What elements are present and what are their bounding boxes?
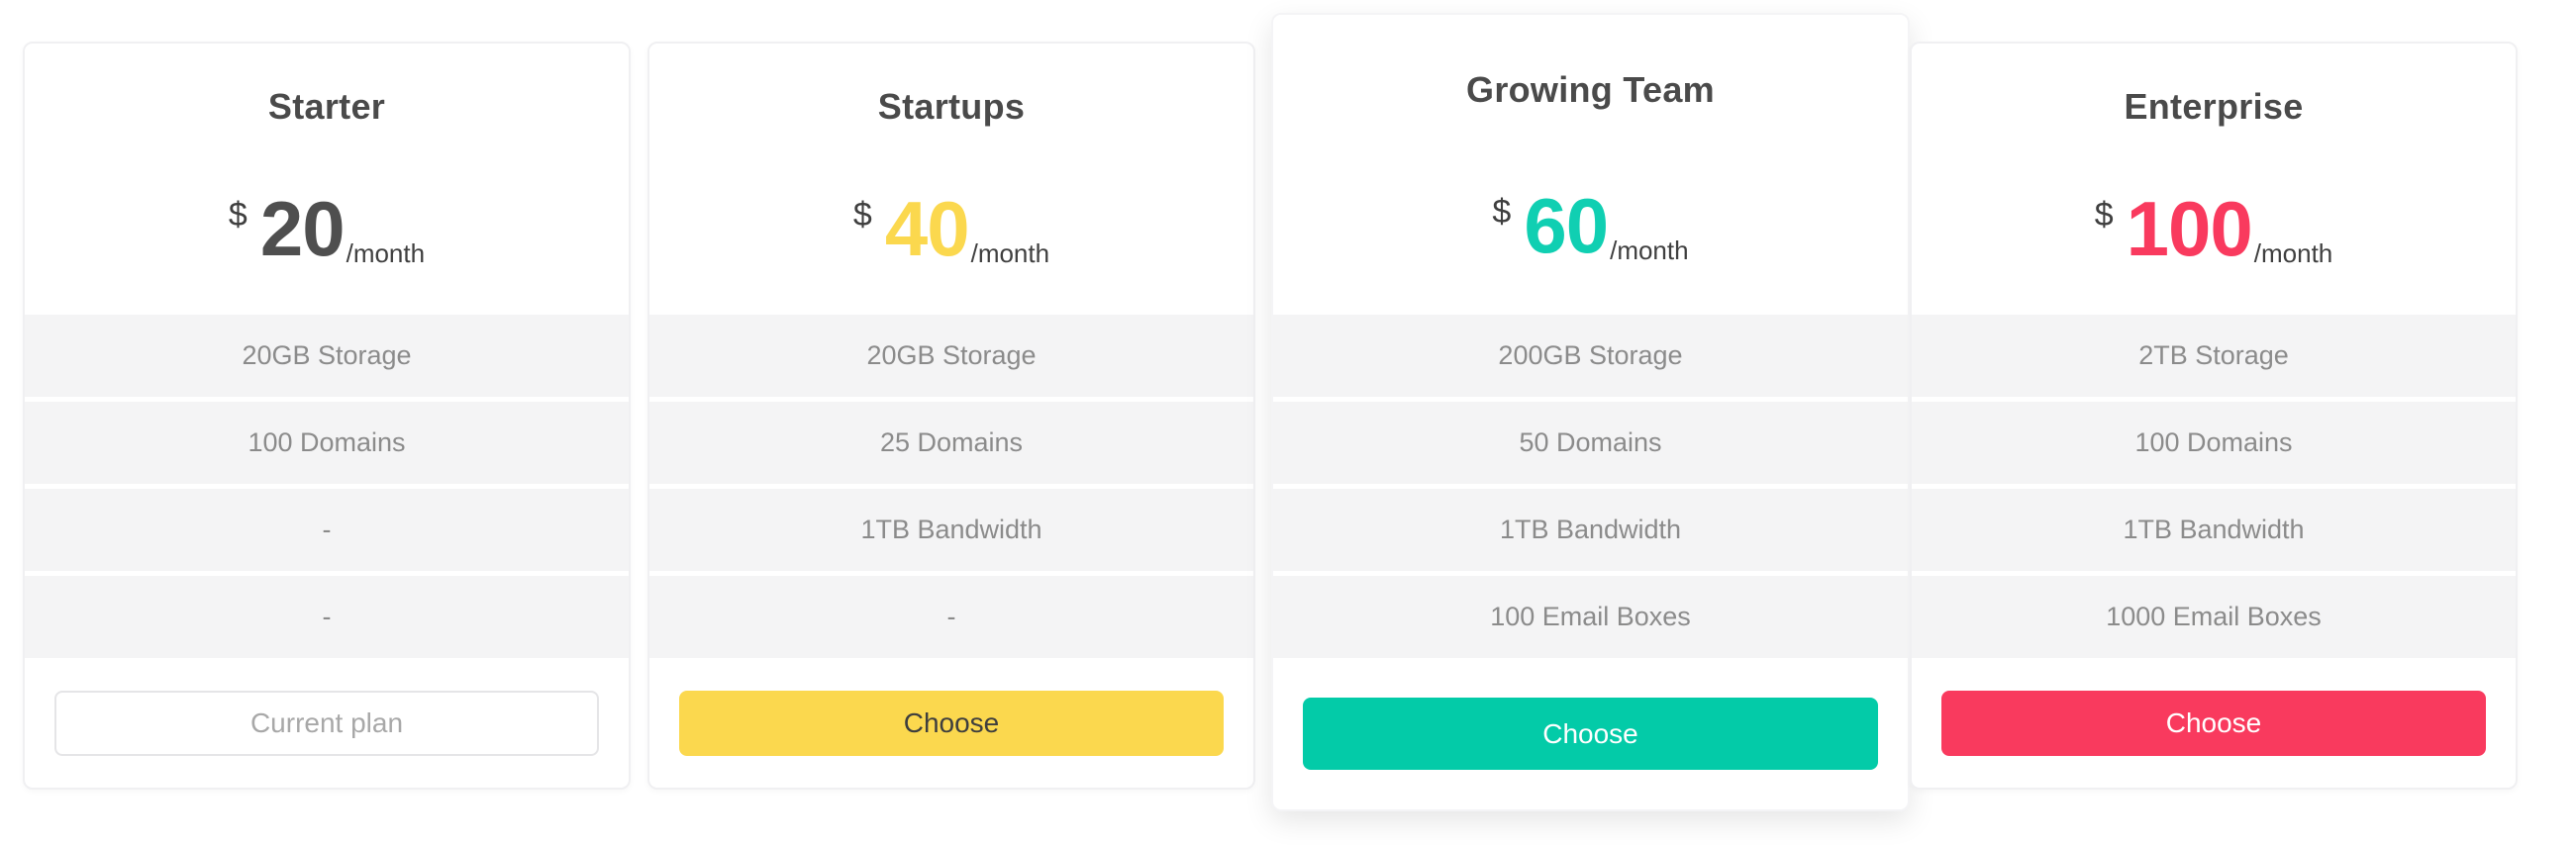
- price-amount: 60: [1524, 182, 1609, 269]
- feature-item: -: [25, 489, 629, 571]
- feature-item: 1000 Email Boxes: [1912, 576, 2516, 658]
- plan-footer: Choose: [1912, 658, 2516, 788]
- currency-symbol: $: [852, 196, 872, 234]
- feature-item: 100 Domains: [25, 402, 629, 484]
- plan-card-growing-team: Growing Team $ 60 /month 200GB Storage 50…: [1271, 13, 1910, 811]
- feature-list: 20GB Storage 25 Domains 1TB Bandwidth -: [649, 315, 1253, 658]
- feature-item: 20GB Storage: [649, 315, 1253, 397]
- currency-symbol: $: [2094, 196, 2114, 234]
- price-amount: 20: [259, 185, 346, 272]
- price-period: /month: [346, 238, 426, 268]
- plan-footer: Choose: [1273, 658, 1908, 809]
- plan-title: Startups: [877, 86, 1026, 127]
- feature-item: 100 Domains: [1912, 402, 2516, 484]
- feature-item: 50 Domains: [1273, 402, 1908, 484]
- feature-list: 2TB Storage 100 Domains 1TB Bandwidth 1000 …: [1912, 315, 2516, 658]
- plan-price: $ 100 /month: [1912, 190, 2516, 267]
- plan-header: Enterprise $ 100 /month: [1912, 44, 2516, 315]
- plan-title: Enterprise: [2124, 86, 2304, 127]
- plan-price: $ 60 /month: [1273, 187, 1908, 264]
- feature-item: 2TB Storage: [1912, 315, 2516, 397]
- plan-header: Growing Team $ 60 /month: [1273, 15, 1908, 315]
- price-period: /month: [1610, 235, 1689, 265]
- plan-title: Growing Team: [1466, 69, 1715, 110]
- feature-item: -: [25, 576, 629, 658]
- choose-button[interactable]: Choose: [679, 690, 1224, 756]
- feature-item: 1TB Bandwidth: [1273, 489, 1908, 571]
- feature-item: 1TB Bandwidth: [649, 489, 1253, 571]
- currency-symbol: $: [228, 196, 248, 234]
- plan-card-enterprise: Enterprise $ 100 /month 2TB Storage 100 D…: [1910, 42, 2518, 790]
- choose-button[interactable]: Choose: [1303, 698, 1878, 770]
- currency-symbol: $: [1492, 193, 1512, 231]
- pricing-table: Starter $ 20 /month 20GB Storage 100 Doma…: [23, 13, 2518, 811]
- plan-header: Startups $ 40 /month: [649, 44, 1253, 315]
- plan-price: $ 20 /month: [25, 190, 629, 267]
- feature-item: 1TB Bandwidth: [1912, 489, 2516, 571]
- plan-footer: Current plan: [25, 658, 629, 788]
- plan-header: Starter $ 20 /month: [25, 44, 629, 315]
- price-period: /month: [2253, 238, 2333, 268]
- plan-footer: Choose: [649, 658, 1253, 788]
- plan-card-starter: Starter $ 20 /month 20GB Storage 100 Doma…: [23, 42, 631, 790]
- price-period: /month: [970, 238, 1050, 268]
- plan-price: $ 40 /month: [649, 190, 1253, 267]
- feature-item: 100 Email Boxes: [1273, 576, 1908, 658]
- plan-card-startups: Startups $ 40 /month 20GB Storage 25 Doma…: [647, 42, 1255, 790]
- price-amount: 40: [884, 185, 970, 272]
- price-amount: 100: [2126, 185, 2253, 272]
- feature-item: 25 Domains: [649, 402, 1253, 484]
- feature-item: 200GB Storage: [1273, 315, 1908, 397]
- feature-list: 20GB Storage 100 Domains - -: [25, 315, 629, 658]
- feature-item: -: [649, 576, 1253, 658]
- feature-item: 20GB Storage: [25, 315, 629, 397]
- choose-button[interactable]: Choose: [1941, 690, 2486, 756]
- feature-list: 200GB Storage 50 Domains 1TB Bandwidth 100 …: [1273, 315, 1908, 658]
- plan-title: Starter: [267, 86, 386, 127]
- current-plan-button[interactable]: Current plan: [54, 690, 599, 756]
